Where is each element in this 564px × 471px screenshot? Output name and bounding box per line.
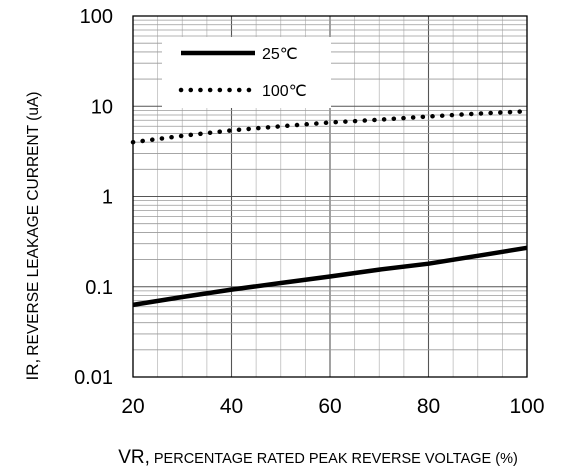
legend: 25℃ 100℃: [162, 37, 331, 108]
series-line-dotted: [130, 109, 530, 145]
x-tick-labels: 20 40 60 80 100: [121, 395, 544, 418]
series-line-solid: [132, 245, 528, 308]
series-lines: [130, 109, 530, 308]
x-axis-title: VR, PERCENTAGE RATED PEAK REVERSE VOLTAGE…: [118, 447, 518, 468]
y-tick-labels: 100 10 1 0.1 0.01: [74, 6, 113, 389]
x-tick-label: 60: [318, 395, 341, 418]
y-tick-label: 0.01: [74, 367, 113, 389]
x-axis-title-prefix: VR,: [118, 447, 150, 468]
y-tick-label: 100: [80, 6, 113, 28]
y-tick-label: 1: [102, 187, 113, 209]
x-tick-label: 100: [509, 395, 544, 418]
y-axis-title-prefix: IR,: [23, 359, 42, 381]
plot-frame: [132, 15, 528, 378]
x-tick-label: 20: [121, 395, 144, 418]
x-axis-title-text: PERCENTAGE RATED PEAK REVERSE VOLTAGE (%…: [154, 451, 518, 467]
y-tick-label: 0.1: [85, 277, 113, 299]
x-tick-label: 80: [417, 395, 440, 418]
y-axis-title: IR, REVERSE LEAKAGE CURRENT (uA): [23, 92, 42, 381]
legend-box: [162, 37, 331, 108]
legend-label: 100℃: [262, 83, 307, 100]
legend-label: 25℃: [262, 46, 298, 63]
y-tick-label: 10: [91, 96, 113, 118]
y-axis-title-text: REVERSE LEAKAGE CURRENT (uA): [25, 92, 42, 356]
x-tick-label: 40: [220, 395, 243, 418]
